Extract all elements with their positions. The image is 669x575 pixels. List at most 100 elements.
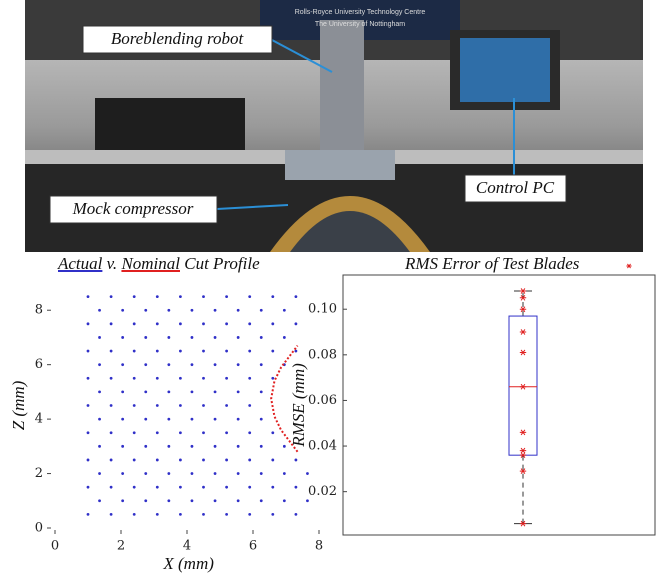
x-tick-label: 4: [183, 539, 191, 554]
point: [248, 458, 252, 462]
point: [86, 485, 90, 489]
y-tick-label: 6: [35, 357, 43, 372]
point: [236, 499, 240, 503]
point: [236, 417, 240, 421]
point: [109, 295, 113, 299]
point: [179, 404, 182, 407]
point: [132, 431, 136, 435]
point: [248, 376, 252, 380]
point: [282, 444, 286, 448]
point: [271, 322, 275, 326]
point: [213, 336, 217, 339]
case: [95, 98, 245, 150]
point: [155, 458, 159, 462]
box: [508, 315, 538, 456]
point: [259, 336, 263, 339]
point: [259, 499, 263, 503]
point: [144, 336, 148, 339]
callout-box: [82, 25, 273, 54]
point: [213, 390, 217, 394]
point: [190, 336, 194, 339]
point: [121, 444, 125, 448]
y-tick-label: 0.10: [308, 302, 337, 317]
nominal-line: [270, 345, 299, 453]
point: [167, 472, 171, 475]
point: [155, 322, 159, 326]
y-tick-label: 8: [35, 303, 43, 318]
point: [190, 417, 194, 421]
point: [179, 485, 182, 489]
callout-box: [49, 195, 218, 224]
point: [144, 444, 148, 448]
point: [213, 363, 217, 367]
point: [121, 363, 125, 367]
callout-label: Control PC: [476, 178, 555, 197]
point: [86, 376, 90, 380]
point: [190, 363, 194, 367]
point: [248, 349, 252, 353]
point: [86, 458, 90, 462]
y-tick-label: 0.04: [308, 439, 337, 454]
point: [202, 431, 205, 435]
point: [236, 390, 240, 394]
point: [132, 349, 136, 353]
point: [155, 295, 159, 299]
chart-title: Actual v. Nominal Cut Profile: [58, 254, 260, 274]
point: [259, 444, 263, 448]
sign-text: Rolls-Royce University Technology Centre: [295, 9, 426, 16]
point: [294, 485, 298, 489]
point: [132, 322, 136, 326]
point: [248, 512, 252, 516]
point: [190, 308, 194, 312]
point: [121, 390, 125, 394]
legend-marker: [626, 263, 632, 269]
point: [132, 404, 136, 407]
point: [144, 417, 148, 421]
point: [519, 288, 527, 294]
point: [167, 308, 171, 312]
point: [98, 363, 101, 367]
point: [294, 322, 298, 326]
point: [179, 512, 182, 516]
point: [202, 295, 205, 299]
point: [121, 499, 125, 503]
point: [109, 404, 113, 407]
point: [202, 376, 205, 380]
point: [98, 336, 101, 339]
point: [282, 336, 286, 339]
point: [213, 499, 217, 503]
point: [519, 383, 527, 390]
point: [259, 308, 263, 312]
y-tick-label: 0: [35, 521, 43, 536]
point: [155, 512, 159, 516]
point: [155, 349, 159, 353]
chart-title: RMS Error of Test Blades: [405, 254, 579, 274]
point: [179, 349, 182, 353]
point: [121, 308, 125, 312]
y-tick-label: 0.02: [308, 484, 337, 499]
point: [109, 431, 113, 435]
x-axis-label: X (mm): [162, 554, 214, 573]
point: [132, 512, 136, 516]
title-tail: Cut Profile: [184, 254, 260, 273]
point: [519, 429, 527, 436]
callout-line: [271, 39, 333, 73]
point: [155, 404, 159, 407]
point: [132, 485, 136, 489]
y-axis-label: Z (mm): [9, 380, 28, 430]
point: [98, 472, 101, 475]
point: [248, 431, 252, 435]
point: [98, 390, 101, 394]
point: [225, 404, 229, 407]
callout-label: Boreblending robot: [111, 29, 245, 48]
x-tick-label: 2: [117, 539, 125, 554]
point: [213, 444, 217, 448]
fixture: [285, 150, 395, 180]
point: [519, 349, 527, 356]
point: [271, 485, 275, 489]
point: [202, 458, 205, 462]
point: [155, 431, 159, 435]
point: [306, 499, 309, 503]
point: [213, 308, 217, 312]
